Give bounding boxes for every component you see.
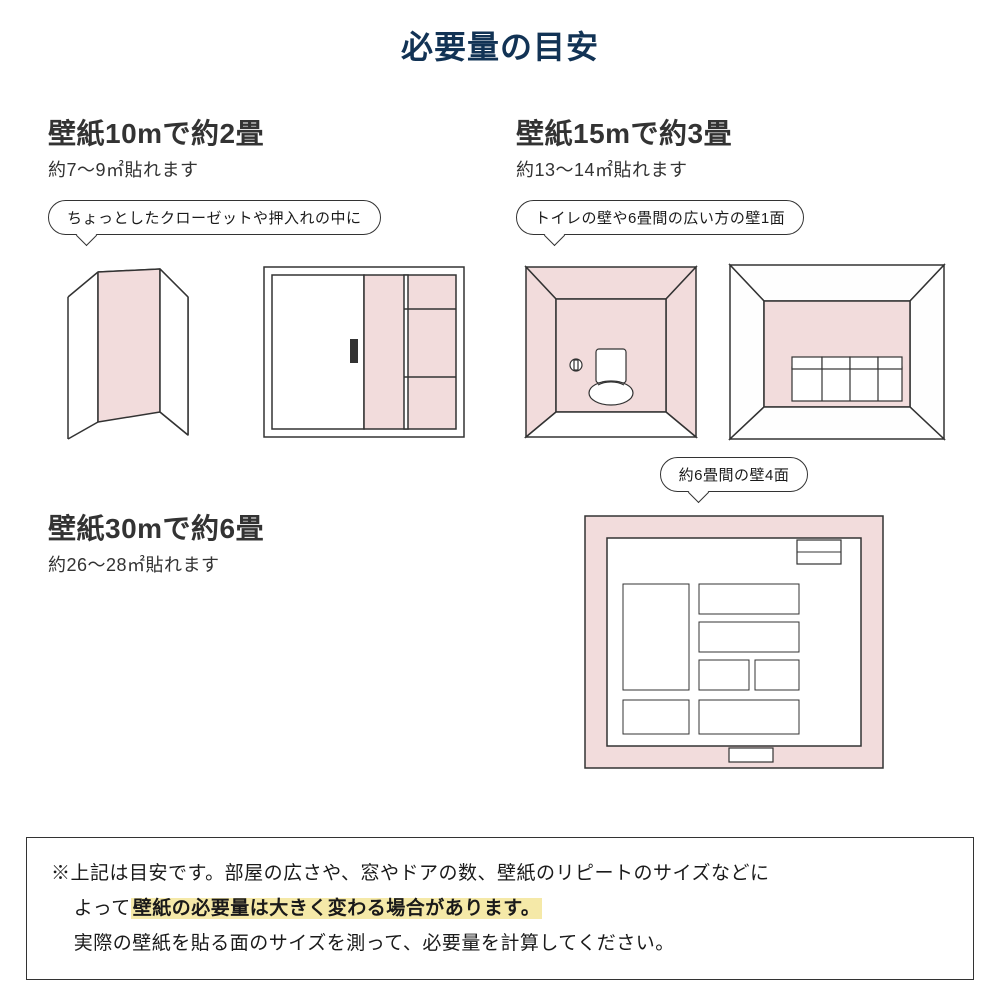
bubble-30m: 約6畳間の壁4面 [660,457,809,492]
subheading-30m: 約26〜28㎡貼れます [48,551,476,577]
heading-15m: 壁紙15mで約3畳 [516,112,952,152]
section-10m: 壁紙10mで約2畳 約7〜9㎡貼れます ちょっとしたクローゼットや押入れの中に [48,86,476,447]
illustration-10m [48,257,476,447]
footer-note: ※上記は目安です。部屋の広さや、窓やドアの数、壁紙のリピートのサイズなどに よっ… [26,837,974,980]
page-title: 必要量の目安 [0,0,1000,68]
sliding-doors-icon [254,257,474,447]
bubble-10m: ちょっとしたクローゼットや押入れの中に [48,200,381,235]
footer-line2-pre: よって [74,898,131,919]
room-one-wall-icon [722,257,952,447]
heading-30m: 壁紙30mで約6畳 [48,507,476,547]
footer-line1-pre: ※上記は目安です。部屋の広さや、窓やドアの数、壁紙のリピートのサイズなどに [51,863,769,884]
subheading-10m: 約7〜9㎡貼れます [48,156,476,182]
toilet-room-icon [516,257,706,447]
closet-icon [48,257,238,447]
footer-line-3: 実際の壁紙を貼る面のサイズを測って、必要量を計算してください。 [51,926,949,961]
footer-line-1: ※上記は目安です。部屋の広さや、窓やドアの数、壁紙のリピートのサイズなどに [51,856,949,891]
bubble-15m: トイレの壁や6畳間の広い方の壁1面 [516,200,804,235]
illustration-15m [516,257,952,447]
footer-highlight: 壁紙の必要量は大きく変わる場合があります。 [131,898,543,919]
section-30m-illus: 約6畳間の壁4面 [516,447,952,775]
illustration-30m [516,510,952,775]
section-30m: 壁紙30mで約6畳 約26〜28㎡貼れます [48,447,476,775]
heading-10m: 壁紙10mで約2畳 [48,112,476,152]
footer-line-2: よって壁紙の必要量は大きく変わる場合があります。 [51,891,949,926]
section-15m: 壁紙15mで約3畳 約13〜14㎡貼れます トイレの壁や6畳間の広い方の壁1面 [516,86,952,447]
content-grid: 壁紙10mで約2畳 約7〜9㎡貼れます ちょっとしたクローゼットや押入れの中に [0,68,1000,775]
subheading-15m: 約13〜14㎡貼れます [516,156,952,182]
room-plan-icon [579,510,889,775]
